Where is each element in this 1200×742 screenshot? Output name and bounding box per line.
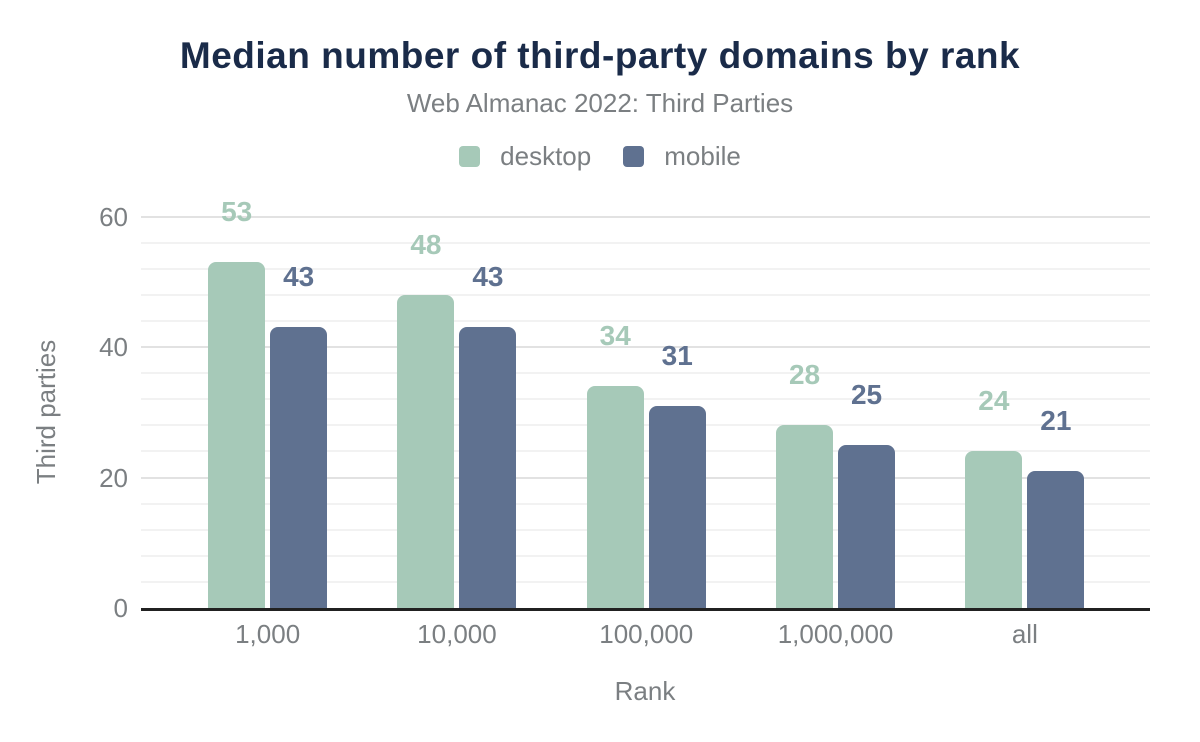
minor-gridline [141,502,1150,505]
mobile-bar[interactable] [838,444,896,608]
mobile-legend-swatch-icon [623,145,645,167]
desktop-bar[interactable] [208,262,266,608]
minor-gridline [141,241,1150,244]
desktop-bar[interactable] [776,425,834,608]
minor-gridline [141,319,1150,322]
mobile-value-label: 43 [472,261,504,293]
minor-gridline [141,580,1150,583]
desktop-value-label: 34 [599,320,631,352]
desktop-value-label: 53 [221,196,253,228]
minor-gridline [141,372,1150,375]
legend: desktop mobile [0,143,1200,169]
mobile-bar[interactable] [648,405,706,608]
desktop-value-label: 48 [410,228,442,260]
mobile-value-label: 31 [661,339,693,371]
desktop-bar[interactable] [965,451,1023,608]
mobile-bar[interactable] [459,327,517,608]
minor-gridline [141,554,1150,557]
chart-subtitle: Web Almanac 2022: Third Parties [406,88,794,118]
minor-gridline [141,293,1150,296]
y-tick-label: 40 [99,332,128,362]
y-tick-label: 0 [113,593,128,623]
y-tick-label: 20 [99,462,128,493]
major-gridline [141,476,1150,479]
mobile-value-label: 43 [283,261,315,293]
x-tick-label: all [1011,619,1038,649]
mobile-value-label: 21 [1040,404,1072,436]
minor-gridline [141,450,1150,453]
legend-label: desktop [500,141,592,171]
mobile-value-label: 25 [850,378,883,410]
chart-title: Median number of third-party domains by … [179,35,1021,76]
legend-label: mobile [664,141,741,171]
y-tick-label: 60 [99,201,128,232]
desktop-value-label: 24 [978,385,1010,417]
desktop-bar[interactable] [586,386,644,608]
desktop-value-label: 28 [788,359,821,391]
x-tick-label: 100,000 [599,619,694,649]
legend-item-mobile: mobile [623,143,741,169]
minor-gridline [141,528,1150,531]
desktop-bar[interactable] [397,294,455,608]
major-gridline [141,215,1150,218]
mobile-bar[interactable] [1027,470,1085,608]
x-tick-label: 1,000 [235,619,301,649]
x-tick-label: 1,000,000 [777,619,894,649]
x-axis-baseline [141,608,1150,611]
mobile-bar[interactable] [270,327,328,608]
minor-gridline [141,398,1150,401]
x-tick-label: 10,000 [417,619,497,649]
desktop-legend-swatch-icon [459,145,481,167]
major-gridline [141,346,1150,348]
minor-gridline [141,267,1150,270]
minor-gridline [141,424,1150,427]
x-axis-title: Rank [614,676,676,706]
legend-item-desktop: desktop [459,143,591,169]
